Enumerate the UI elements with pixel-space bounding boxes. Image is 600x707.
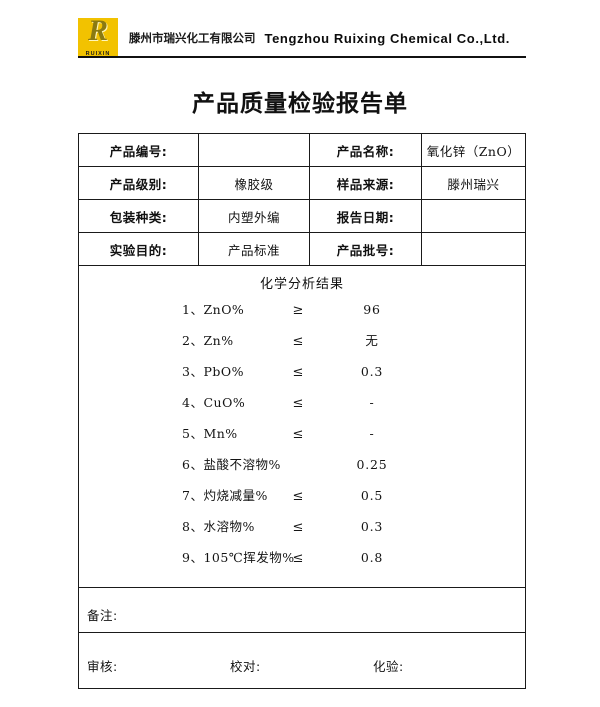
analysis-item-value[interactable]: 0.8 (360, 550, 384, 565)
analysis-row: 1、ZnO% ≥96 (79, 299, 525, 330)
analysis-item-name: 5、Mn% (182, 426, 238, 441)
proofread-label: 校对: (230, 658, 261, 674)
assay-field[interactable]: 化验: (373, 656, 516, 675)
analysis-heading: 化学分析结果 (259, 277, 344, 292)
chemical-analysis-cell: 化学分析结果 1、ZnO% ≥96 2、Zn% ≤ 无 3、PbO% ≤0.3 4、CuO% ≤… (78, 265, 526, 588)
page-title: 产品质量检验报告单 (192, 91, 408, 117)
analysis-item-value[interactable]: 0.3 (360, 364, 384, 379)
analysis-item-value[interactable]: 0.3 (360, 519, 384, 534)
analysis-item-operator: ≤ (292, 427, 304, 442)
review-field[interactable]: 审核: (87, 656, 230, 675)
analysis-item-name: 9、105℃挥发物% (182, 550, 295, 565)
analysis-row: 2、Zn% ≤ 无 (79, 330, 525, 361)
analysis-item-operator: ≥ (292, 303, 304, 318)
company-logo-icon: R RUIXIN (78, 18, 118, 58)
batch-label: 产品批号: (309, 232, 422, 266)
analysis-row: 8、水溶物% ≤0.3 (79, 516, 525, 547)
remark-label: 备注: (87, 608, 118, 623)
analysis-row: 3、PbO% ≤0.3 (79, 361, 525, 392)
purpose-value[interactable]: 产品标准 (198, 232, 310, 266)
grade-label: 产品级别: (78, 166, 199, 200)
remark-row: 备注: (78, 587, 526, 633)
analysis-row: 9、105℃挥发物% ≤0.8 (79, 547, 525, 578)
logo-wordmark: RUIXIN (85, 51, 111, 57)
analysis-row: 6、盐酸不溶物% 0.25 (79, 454, 525, 485)
logo-letter: R (87, 18, 108, 47)
table-row: 包装种类: 内塑外编 报告日期: (78, 199, 526, 233)
report-date-value[interactable] (421, 199, 526, 233)
packing-value[interactable]: 内塑外编 (198, 199, 310, 233)
product-no-value[interactable] (198, 133, 310, 167)
analysis-item-value[interactable]: 0.25 (356, 457, 388, 472)
analysis-item-operator: ≤ (292, 396, 304, 411)
purpose-label: 实验目的: (78, 232, 199, 266)
table-row: 产品编号: 产品名称: 氧化锌（ZnO） (78, 133, 526, 167)
analysis-item-name: 7、灼烧减量% (182, 488, 268, 503)
analysis-item-name: 8、水溶物% (182, 519, 255, 534)
review-label: 审核: (87, 658, 118, 674)
analysis-item-operator: ≤ (292, 489, 304, 504)
analysis-item-value[interactable]: - (369, 426, 375, 441)
signoff-row: 审核: 校对: 化验: (78, 632, 526, 689)
analysis-item-name: 4、CuO% (182, 395, 246, 410)
analysis-row: 5、Mn% ≤ - (79, 423, 525, 454)
inspection-report-table: 产品编号: 产品名称: 氧化锌（ZnO） 产品级别: 橡胶级 样品来源: 滕州瑞… (78, 133, 526, 689)
table-row: 产品级别: 橡胶级 样品来源: 滕州瑞兴 (78, 166, 526, 200)
analysis-item-operator: ≤ (292, 551, 304, 566)
proofread-field[interactable]: 校对: (230, 656, 373, 675)
product-name-value[interactable]: 氧化锌（ZnO） (421, 133, 526, 167)
analysis-item-value[interactable]: 0.5 (360, 488, 384, 503)
sample-source-value[interactable]: 滕州瑞兴 (421, 166, 526, 200)
sample-source-label: 样品来源: (309, 166, 422, 200)
batch-value[interactable] (421, 232, 526, 266)
analysis-item-operator: ≤ (292, 365, 304, 380)
analysis-item-name: 2、Zn% (182, 333, 234, 348)
analysis-item-value[interactable]: 96 (363, 302, 381, 317)
analysis-item-operator: ≤ (292, 520, 304, 535)
grade-value[interactable]: 橡胶级 (198, 166, 310, 200)
table-row: 实验目的: 产品标准 产品批号: (78, 232, 526, 266)
analysis-row: 4、CuO% ≤ - (79, 392, 525, 423)
analysis-item-value[interactable]: - (369, 395, 375, 410)
letterhead: R RUIXIN 滕州市瑞兴化工有限公司 Tengzhou Ruixing Ch… (78, 16, 526, 60)
report-date-label: 报告日期: (309, 199, 422, 233)
analysis-item-operator: ≤ (292, 334, 304, 349)
company-name-english: Tengzhou Ruixing Chemical Co.,Ltd. (264, 30, 510, 46)
product-name-label: 产品名称: (309, 133, 422, 167)
analysis-item-name: 3、PbO% (182, 364, 244, 379)
analysis-row: 7、灼烧减量% ≤0.5 (79, 485, 525, 516)
signoff-cell: 审核: 校对: 化验: (78, 632, 526, 689)
analysis-row-list: 1、ZnO% ≥96 2、Zn% ≤ 无 3、PbO% ≤0.3 4、CuO% ≤ - 5、Mn% ≤… (79, 299, 525, 578)
analysis-section-row: 化学分析结果 1、ZnO% ≥96 2、Zn% ≤ 无 3、PbO% ≤0.3 4、CuO% ≤… (78, 265, 526, 588)
company-name-chinese: 滕州市瑞兴化工有限公司 (129, 31, 256, 45)
letterhead-divider (78, 56, 526, 58)
product-no-label: 产品编号: (78, 133, 199, 167)
analysis-item-name: 1、ZnO% (182, 302, 245, 317)
assay-label: 化验: (373, 658, 404, 674)
analysis-item-name: 6、盐酸不溶物% (182, 457, 281, 472)
packing-label: 包装种类: (78, 199, 199, 233)
remark-cell[interactable]: 备注: (78, 587, 526, 633)
analysis-item-value[interactable]: 无 (365, 333, 379, 348)
